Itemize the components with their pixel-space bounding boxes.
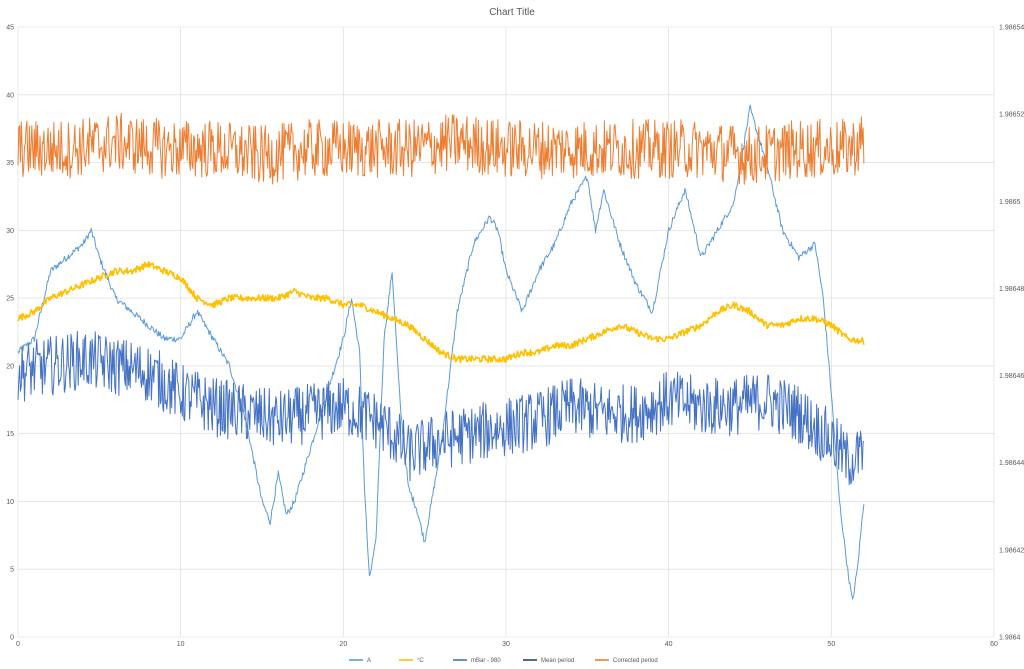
- legend-label: mBar - 980: [471, 658, 501, 664]
- x-tick-label: 30: [502, 641, 510, 648]
- legend-label: Mean period: [541, 658, 574, 664]
- legend-label: Corrected period: [613, 658, 658, 664]
- y-tick-label: 0: [10, 635, 14, 642]
- legend-label: A: [367, 658, 371, 664]
- y-tick-label: 15: [6, 431, 14, 438]
- series-group: [17, 104, 865, 600]
- legend-label: °C: [417, 658, 424, 664]
- y-tick-label: 45: [6, 25, 14, 32]
- series-line: [17, 112, 865, 185]
- y-axis: 0 5 10 15 20 25 30 35 40 45: [6, 25, 14, 642]
- y-tick-label: 20: [6, 363, 14, 370]
- x-tick-label: 0: [16, 641, 20, 648]
- chart-title: Chart Title: [489, 7, 535, 18]
- y2-tick-label: 1.98652: [999, 112, 1024, 119]
- x-axis: 0 10 20 30 40 50 60: [16, 641, 998, 648]
- y2-tick-label: 1.9865: [999, 199, 1021, 206]
- y-tick-label: 25: [6, 296, 14, 303]
- y2-tick-label: 1.98646: [999, 373, 1024, 380]
- x-tick-label: 10: [177, 641, 185, 648]
- y-tick-label: 35: [6, 160, 14, 167]
- x-tick-label: 60: [990, 641, 998, 648]
- y2-tick-label: 1.98644: [999, 460, 1024, 467]
- series-line: [17, 330, 864, 486]
- y-tick-label: 10: [6, 499, 14, 506]
- y-tick-label: 40: [6, 92, 14, 99]
- y-tick-label: 5: [10, 567, 14, 574]
- y2-tick-label: 1.9864: [999, 635, 1021, 642]
- series-line: [17, 260, 865, 364]
- x-tick-label: 40: [665, 641, 673, 648]
- grid: [17, 26, 995, 638]
- x-tick-label: 20: [339, 641, 347, 648]
- x-tick-label: 50: [827, 641, 835, 648]
- y2-tick-label: 1.98654: [999, 25, 1024, 32]
- y-tick-label: 30: [6, 228, 14, 235]
- y2-axis: 1.9864 1.98642 1.98644 1.98646 1.98648 1.9865…: [999, 25, 1024, 642]
- y2-tick-label: 1.98648: [999, 286, 1024, 293]
- legend: A °C mBar - 980 Mean period Corrected period: [349, 658, 658, 664]
- y2-tick-label: 1.98642: [999, 547, 1024, 554]
